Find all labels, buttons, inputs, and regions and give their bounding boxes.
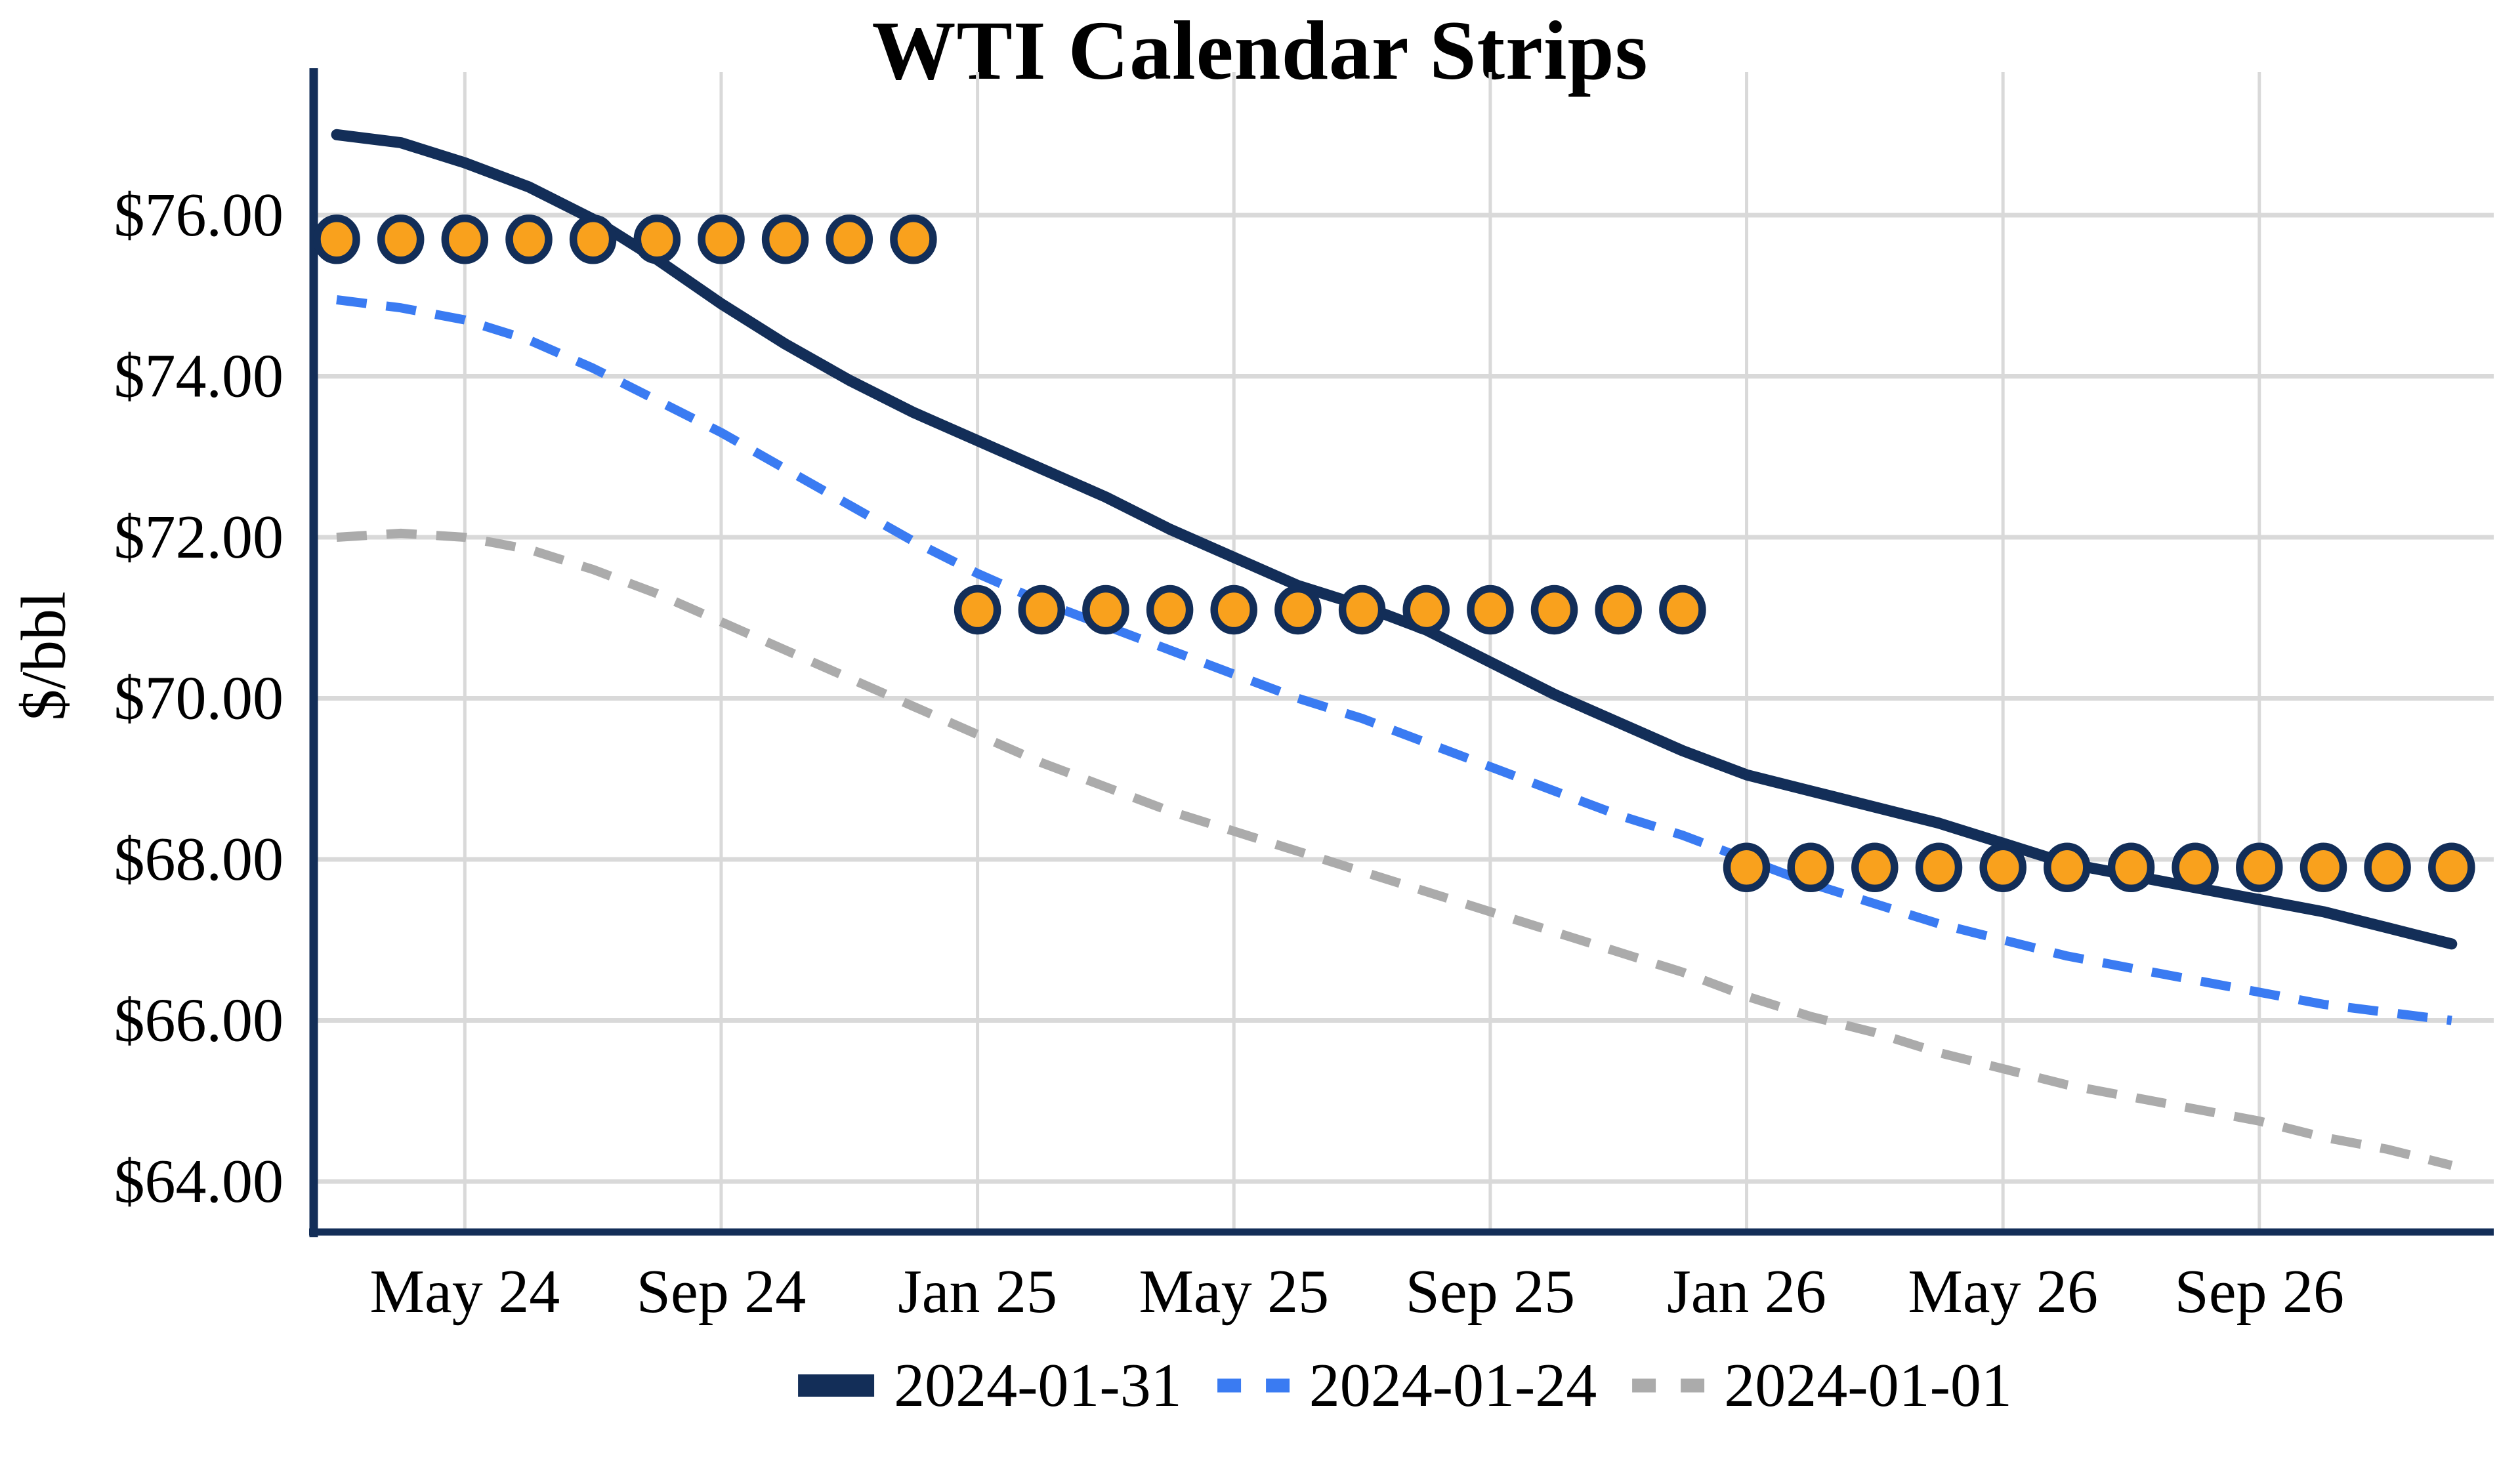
strip-marker-2025	[1402, 585, 1450, 635]
series-line-2024-01-24	[336, 295, 2452, 1025]
chart-title: WTI Calendar Strips	[872, 4, 1648, 97]
strip-marker-2025	[1595, 585, 1642, 635]
strip-marker-2025	[1659, 585, 1706, 635]
dashed-line-swatch-icon	[1217, 1378, 1292, 1393]
x-tick-label: May 24	[369, 1258, 560, 1326]
strip-marker-2026	[1979, 842, 2026, 893]
y-tick-label: $76.00	[114, 181, 284, 249]
strip-marker-2026	[1787, 842, 1834, 893]
strip-marker-2024	[313, 215, 360, 264]
legend-item-2024-01-01: 2024-01-01	[1631, 1350, 2012, 1421]
x-tick-label: Jan 26	[1667, 1258, 1826, 1326]
series-line-2024-01-31	[331, 129, 2458, 950]
chart-legend: 2024-01-31 2024-01-24 2024-01-01	[795, 1350, 2012, 1421]
x-tick-label: Jan 25	[898, 1258, 1057, 1326]
series-line-2024-01-01	[336, 528, 2453, 1170]
strip-marker-2025	[1018, 585, 1066, 635]
x-tick-label: Sep 25	[1406, 1258, 1576, 1326]
legend-label: 2024-01-24	[1309, 1351, 1597, 1420]
x-tick-label: Sep 26	[2175, 1258, 2345, 1326]
strip-marker-2025	[954, 585, 1001, 635]
strip-marker-2025	[1210, 585, 1257, 635]
strip-marker-2026	[1851, 842, 1899, 893]
strip-marker-2026	[2300, 842, 2347, 893]
strip-marker-2026	[1915, 842, 1963, 893]
strip-marker-2026	[2428, 842, 2475, 893]
y-tick-label: $68.00	[114, 825, 284, 894]
strip-marker-2025	[1467, 585, 1514, 635]
legend-item-2024-01-31: 2024-01-31	[795, 1350, 1182, 1421]
strip-marker-2024	[377, 215, 425, 264]
strip-marker-2024	[633, 215, 681, 264]
legend-label: 2024-01-01	[1724, 1351, 2012, 1420]
y-tick-label: $72.00	[114, 503, 284, 571]
y-tick-label: $74.00	[114, 342, 284, 411]
solid-line-swatch-icon	[798, 1374, 875, 1397]
strip-marker-2025	[1082, 585, 1129, 635]
y-tick-label: $70.00	[114, 665, 284, 733]
legend-label: 2024-01-31	[894, 1351, 1182, 1420]
strip-marker-2025	[1338, 585, 1386, 635]
y-tick-label: $64.00	[114, 1147, 284, 1216]
strip-marker-2024	[761, 215, 809, 264]
strip-marker-2026	[1723, 842, 1771, 893]
dashed-line-swatch-icon	[1632, 1378, 1708, 1393]
strip-marker-2024	[569, 215, 617, 264]
strip-marker-2024	[826, 215, 873, 264]
strip-marker-2026	[2172, 842, 2219, 893]
strip-marker-2025	[1274, 585, 1322, 635]
strip-marker-2024	[505, 215, 553, 264]
strip-marker-2026	[2236, 842, 2283, 893]
strip-marker-2025	[1530, 585, 1578, 635]
x-tick-label: May 26	[1908, 1258, 2098, 1326]
strip-marker-2024	[698, 215, 745, 264]
strip-marker-2026	[2107, 842, 2155, 893]
x-tick-label: Sep 24	[637, 1258, 807, 1326]
strip-marker-2024	[890, 215, 937, 264]
strip-marker-2026	[2364, 842, 2411, 893]
legend-item-2024-01-24: 2024-01-24	[1216, 1350, 1597, 1421]
strip-marker-2024	[441, 215, 489, 264]
strip-marker-2025	[1146, 585, 1194, 635]
x-tick-label: May 25	[1139, 1258, 1329, 1326]
y-tick-label: $66.00	[114, 987, 284, 1055]
strip-marker-2026	[2044, 842, 2091, 893]
